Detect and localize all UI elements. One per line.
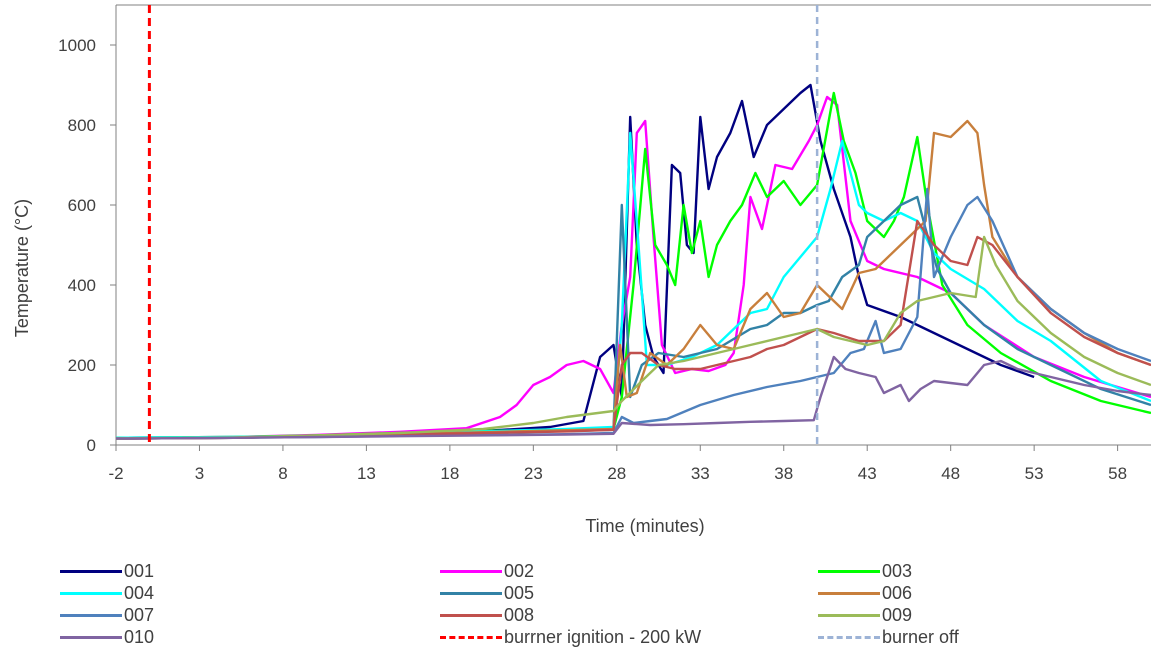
series-line-009	[115, 235, 1151, 440]
legend-swatch	[440, 613, 502, 617]
series-layer	[115, 83, 1151, 440]
y-tick-label: 400	[68, 276, 96, 295]
y-tick-label: 200	[68, 356, 96, 375]
legend-swatch	[60, 591, 122, 595]
legend-swatch	[818, 613, 880, 617]
legend-item: burner off	[818, 626, 1148, 648]
legend-label: 008	[504, 604, 535, 625]
legend-item: burrner ignition - 200 kW	[440, 626, 818, 648]
x-tick-label: 43	[858, 464, 877, 483]
y-tick-label: 1000	[58, 36, 96, 55]
y-tick-label: 800	[68, 116, 96, 135]
x-tick-label: 33	[691, 464, 710, 483]
series-line-008	[115, 219, 1151, 440]
x-tick-label: 58	[1108, 464, 1127, 483]
legend-swatch	[440, 569, 502, 573]
series-line-001	[115, 83, 1035, 439]
x-tick-label: 48	[941, 464, 960, 483]
legend-item: 001	[60, 560, 440, 582]
x-tick-label: 8	[278, 464, 287, 483]
legend-swatch	[818, 591, 880, 595]
legend-item: 004	[60, 582, 440, 604]
series-line-005	[115, 195, 1151, 440]
vline-layer	[147, 5, 819, 445]
y-axis-title: Temperature (°C)	[12, 199, 32, 337]
legend-item: 009	[818, 604, 1148, 626]
x-tick-label: 38	[774, 464, 793, 483]
legend-item: 002	[440, 560, 818, 582]
x-axis-title: Time (minutes)	[585, 516, 704, 536]
legend-swatch	[60, 613, 122, 617]
x-ticks: -2 3 8 13 18 23 28 33 38 43 48 53 58	[108, 445, 1127, 483]
legend-label: 003	[882, 560, 913, 581]
legend-label: 002	[504, 560, 535, 581]
x-tick-label: 53	[1025, 464, 1044, 483]
legend-label: 007	[124, 604, 155, 625]
legend-swatch	[440, 635, 502, 639]
x-tick-label: 28	[607, 464, 626, 483]
legend-item: 006	[818, 582, 1148, 604]
legend-label: 010	[124, 626, 155, 647]
series-line-003	[115, 91, 1151, 439]
legend-label: 006	[882, 582, 913, 603]
legend-swatch	[60, 635, 122, 639]
y-tick-label: 0	[87, 436, 96, 455]
legend-swatch	[818, 569, 880, 573]
y-tick-label: 600	[68, 196, 96, 215]
x-tick-label: 3	[195, 464, 204, 483]
legend-label: 001	[124, 560, 155, 581]
legend-item: 005	[440, 582, 818, 604]
legend-label: burner off	[882, 626, 959, 647]
y-ticks: 0 200 400 600 800 1000	[58, 36, 116, 455]
legend-swatch	[818, 635, 880, 639]
legend-item: 007	[60, 604, 440, 626]
legend-swatch	[60, 569, 122, 573]
legend-label: 009	[882, 604, 913, 625]
legend-item: 008	[440, 604, 818, 626]
legend-swatch	[440, 591, 502, 595]
x-tick-label: 23	[524, 464, 543, 483]
x-tick-label: -2	[108, 464, 123, 483]
legend-item: 003	[818, 560, 1148, 582]
legend-label: 005	[504, 582, 535, 603]
x-tick-label: 18	[440, 464, 459, 483]
chart: -2 3 8 13 18 23 28 33 38 43 48 53 58 020040060080010…	[12, 4, 1151, 536]
series-line-004	[115, 131, 1151, 439]
legend-label: burrner ignition - 200 kW	[504, 626, 702, 647]
legend-label: 004	[124, 582, 155, 603]
series-line-010	[115, 355, 1151, 440]
x-tick-label: 13	[357, 464, 376, 483]
legend-item: 010	[60, 626, 440, 648]
legend: 001 002 003 004 005 006 007 008 009 010 burrner ig…	[60, 560, 1150, 659]
